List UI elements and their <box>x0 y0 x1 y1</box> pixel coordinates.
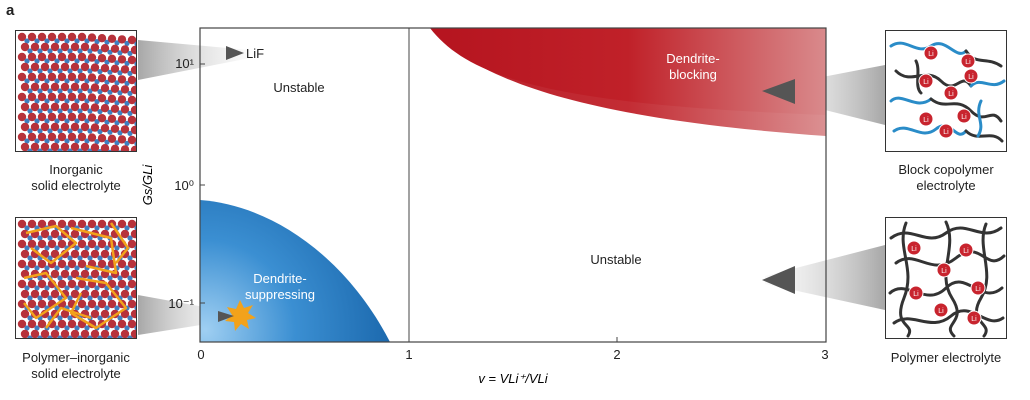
inorganic-thumbnail <box>15 30 137 152</box>
li-ion-label: Li <box>943 129 949 136</box>
y-tick-label: 10¹ <box>175 56 194 71</box>
dendrite-blocking-region-extend <box>430 28 826 136</box>
beam-polymer-inorganic <box>138 295 232 335</box>
x-tick-label: 3 <box>821 347 828 362</box>
dendrite-suppressing-region <box>200 200 390 342</box>
li-ion-icon <box>918 111 934 127</box>
block-copolymer-arrow <box>762 79 795 104</box>
dendrite-suppressing-label: Dendrite-suppressing <box>245 271 315 302</box>
li-ion-icon <box>918 73 934 89</box>
polymer-inorganic-caption: Polymer–inorganic solid electrolyte <box>22 350 130 381</box>
star-marker <box>225 300 256 331</box>
li-ion-icon <box>966 310 982 326</box>
x-tick-label: 2 <box>613 347 620 362</box>
y-axis-label: Gs/GLi <box>140 164 155 206</box>
li-ion-icon <box>970 280 986 296</box>
x-tick-label: 0 <box>197 347 204 362</box>
li-ion-label: Li <box>923 117 929 124</box>
li-ion-label: Li <box>963 248 969 255</box>
beam-inorganic <box>138 40 250 80</box>
polymer-arrow <box>762 266 795 294</box>
beam-polymer <box>765 245 885 310</box>
li-ion-label: Li <box>961 114 967 121</box>
block-copolymer-thumbnail: Li Li Li Li Li Li Li Li <box>885 30 1007 152</box>
x-axis: 0 1 2 3 <box>197 337 829 362</box>
polymer-image: Li Li Li Li Li Li Li <box>888 220 1006 338</box>
li-ion-label: Li <box>913 291 919 298</box>
li-ion-icon <box>956 108 972 124</box>
li-ion-label: Li <box>938 308 944 315</box>
li-ion-label: Li <box>928 51 934 58</box>
li-ion-label: Li <box>968 74 974 81</box>
y-tick-label: 10⁻¹ <box>168 296 194 311</box>
li-ion-label: Li <box>965 59 971 66</box>
block-copolymer-image: Li Li Li Li Li Li Li Li <box>889 41 1006 143</box>
li-ion-icon <box>960 53 976 69</box>
polymer-thumbnail: Li Li Li Li Li Li Li <box>885 217 1007 339</box>
x-tick-label: 1 <box>405 347 412 362</box>
li-ion-icon <box>963 68 979 84</box>
li-ion-icon <box>943 85 959 101</box>
unstable-top-left-label: Unstable <box>273 80 324 95</box>
li-ion-icon <box>906 240 922 256</box>
li-ion-icon <box>908 285 924 301</box>
li-ion-icon <box>958 242 974 258</box>
li-ion-label: Li <box>923 79 929 86</box>
polymer-inorganic-image <box>17 219 136 338</box>
polymer-inorganic-thumbnail <box>15 217 137 339</box>
inorganic-caption: Inorganic solid electrolyte <box>31 162 121 193</box>
lif-label: LiF <box>246 46 264 61</box>
y-axis: 10¹ 10⁰ 10⁻¹ <box>168 56 205 311</box>
li-ion-icon <box>936 262 952 278</box>
y-tick-label: 10⁰ <box>174 178 194 193</box>
li-ion-icon <box>933 302 949 318</box>
li-ion-icon <box>923 45 939 61</box>
li-ion-label: Li <box>975 286 981 293</box>
lif-arrow <box>226 46 244 60</box>
li-ion-label: Li <box>911 246 917 253</box>
x-axis-label: v = VLi⁺/VLi <box>478 371 548 386</box>
unstable-right-label: Unstable <box>590 252 641 267</box>
inorganic-lattice-image <box>17 32 136 151</box>
star-arrow <box>218 311 234 322</box>
li-ion-label: Li <box>948 91 954 98</box>
li-ion-icon <box>938 123 954 139</box>
panel-letter: a <box>6 2 15 19</box>
dendrite-blocking-label: Dendrite-blocking <box>666 51 719 82</box>
li-ion-label: Li <box>971 316 977 323</box>
block-copolymer-caption: Block copolymer electrolyte <box>898 162 994 193</box>
li-ion-label: Li <box>941 268 947 275</box>
polymer-caption: Polymer electrolyte <box>890 350 1002 365</box>
